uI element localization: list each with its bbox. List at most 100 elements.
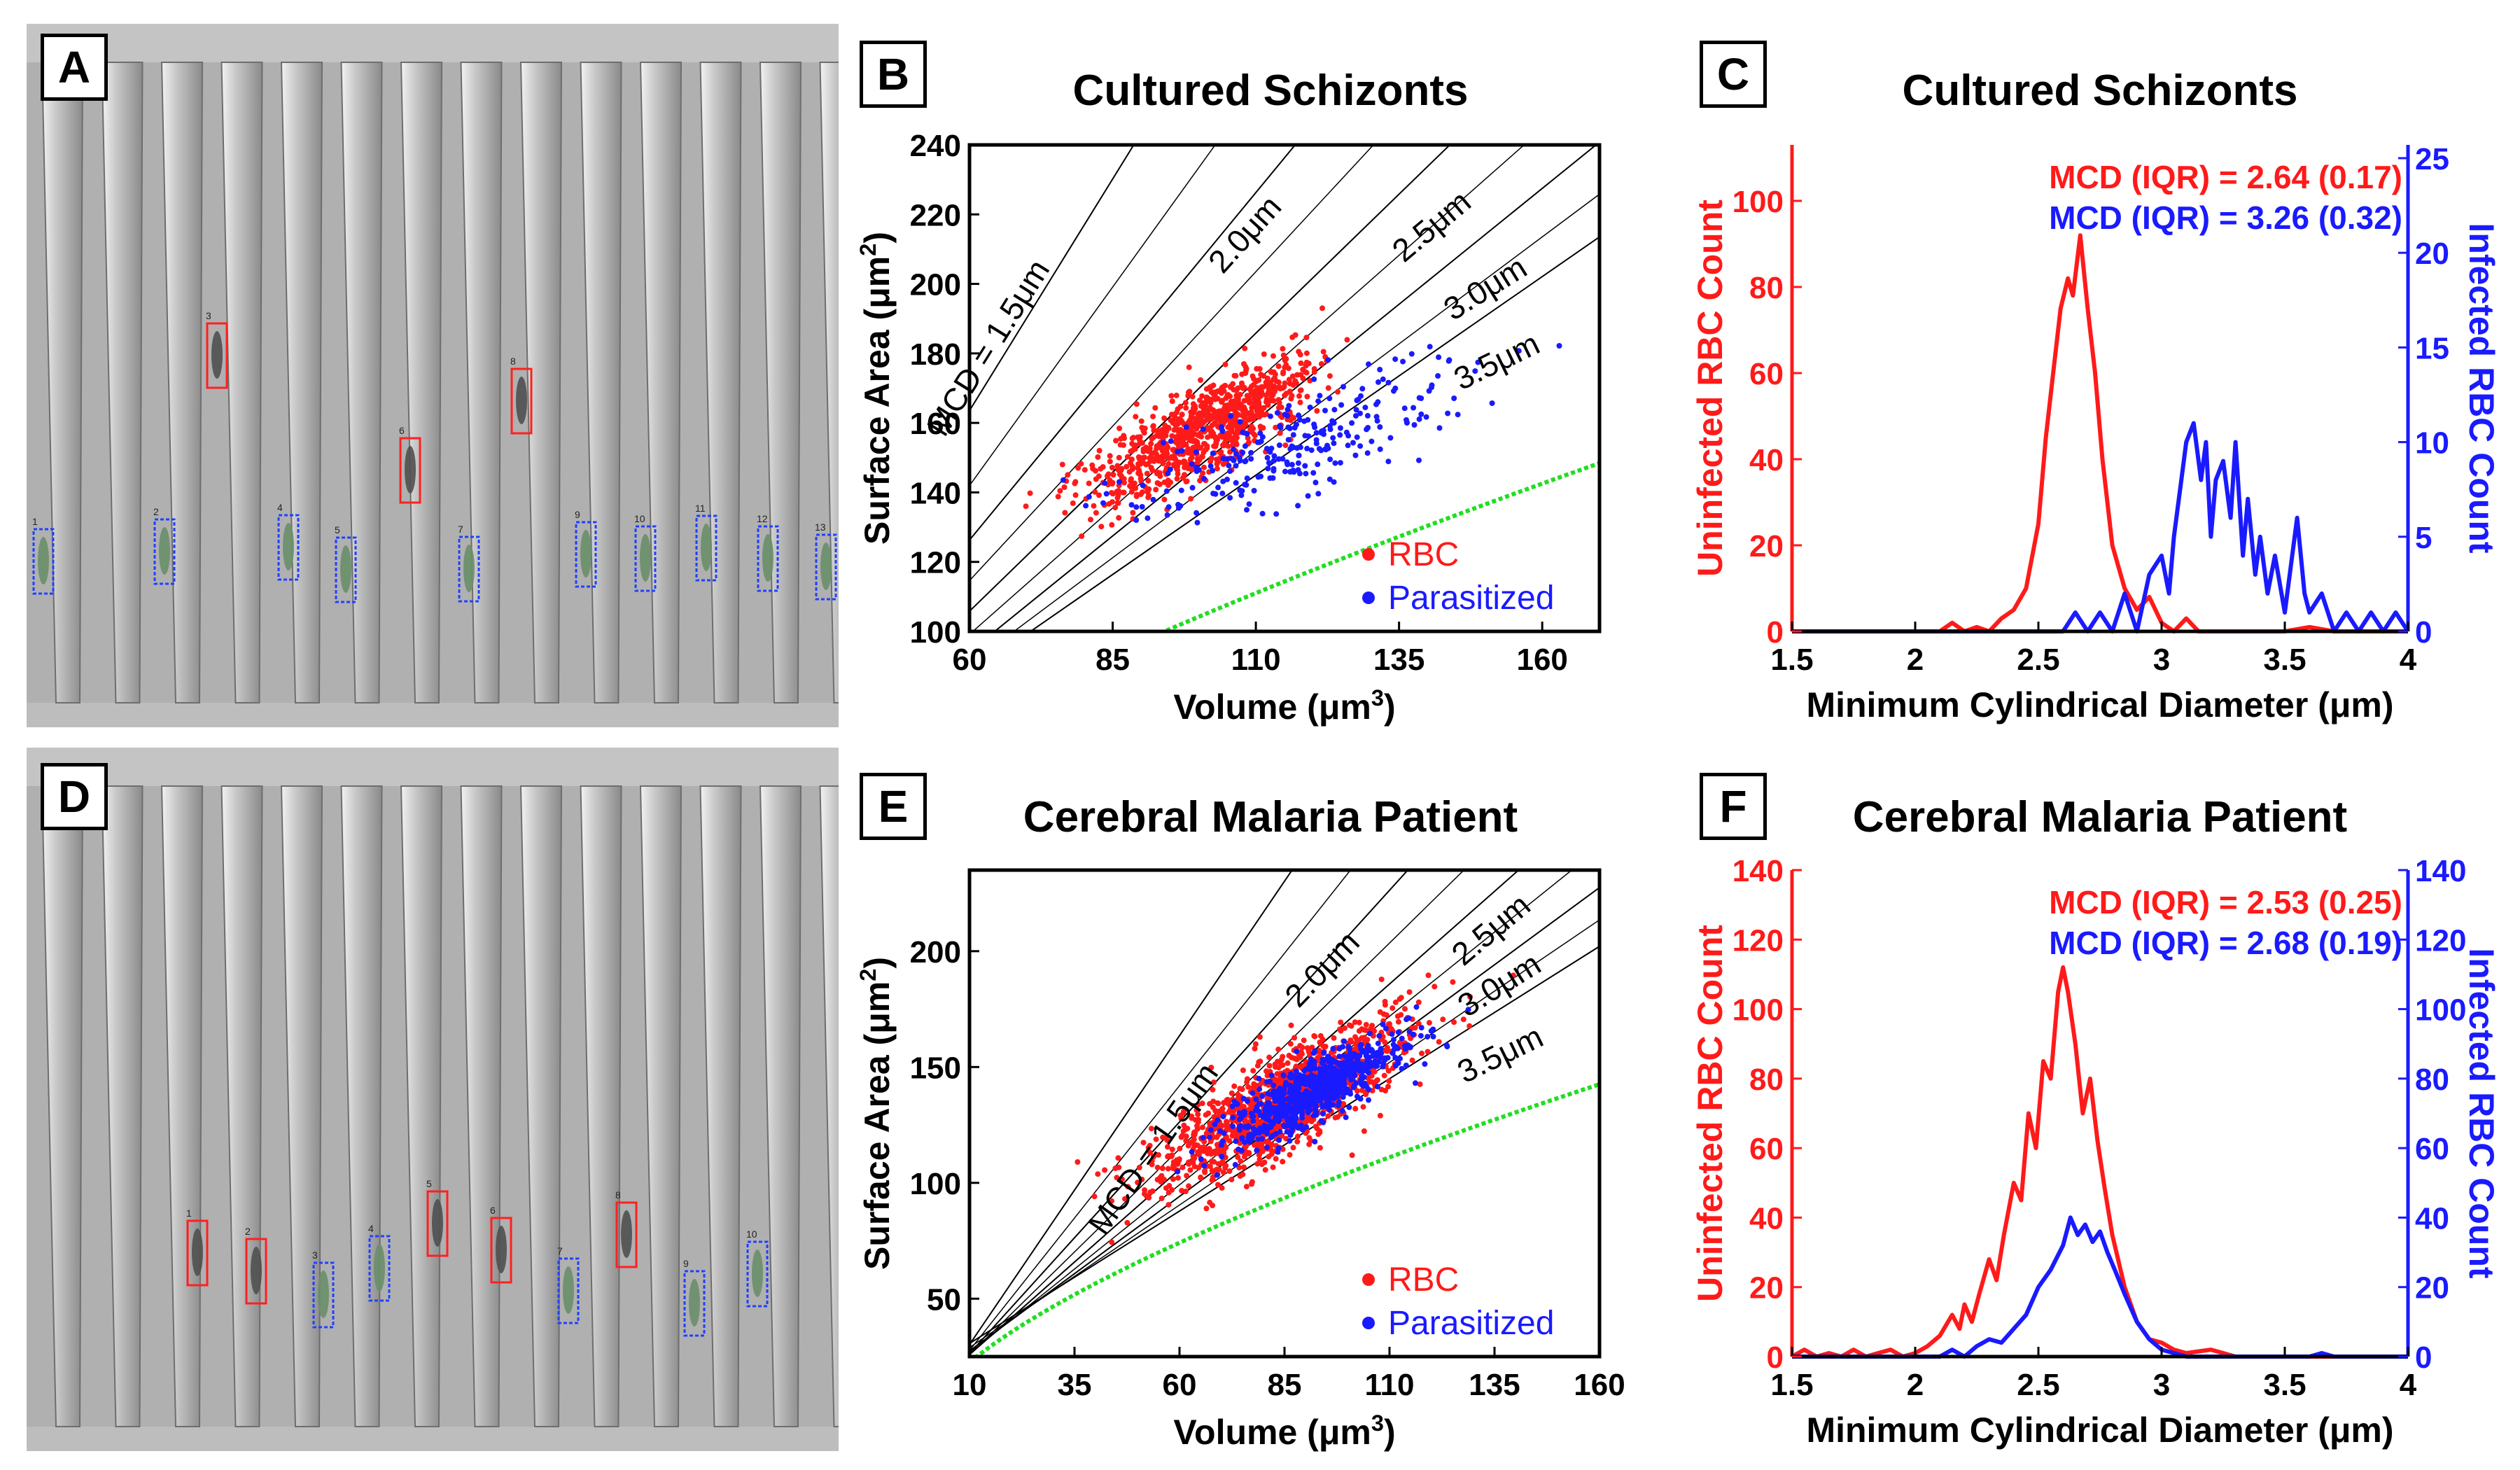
data-point [1237,1173,1243,1179]
channel-post [160,62,204,704]
data-point [1416,395,1422,401]
data-point [1298,1077,1305,1083]
data-point [1385,1021,1392,1028]
cell-body [496,1226,507,1273]
data-point [1306,1047,1312,1054]
cell-body [820,542,832,590]
data-point [1377,424,1383,430]
data-point [1516,348,1522,354]
data-point [1336,1046,1343,1052]
cell-body [463,545,475,592]
data-point [1387,435,1394,441]
data-point [1135,461,1142,467]
data-point [1242,345,1248,351]
data-point [1211,1079,1217,1086]
y-right-tick-label: 0 [2415,1340,2432,1375]
cell-body [516,377,527,424]
data-point [1318,447,1324,454]
data-point [1394,1056,1400,1062]
data-point [1303,369,1308,375]
data-point [1361,1128,1367,1134]
data-point [1330,435,1336,441]
data-point [1207,1199,1213,1205]
channel-post [280,785,323,1427]
data-point [1299,1044,1306,1051]
data-point [1202,1168,1208,1174]
data-point [1256,1143,1262,1149]
data-point [1275,1065,1282,1071]
data-point [1287,1104,1293,1110]
data-point [1206,1134,1212,1140]
data-point [1164,1137,1170,1143]
data-point [1233,372,1239,379]
data-point [1219,1138,1226,1144]
data-point [1242,458,1248,465]
data-point [1293,1063,1299,1070]
data-point [1268,1147,1274,1153]
data-point [1224,456,1231,462]
x-tick-label: 3 [2153,643,2170,677]
y-left-tick-label: 40 [1749,1201,1784,1236]
data-point [1424,1049,1431,1055]
data-point [1147,1149,1154,1156]
data-point [1436,354,1442,360]
data-point [1227,468,1233,475]
data-point [1237,1086,1243,1092]
x-tick-label: 60 [1163,1368,1197,1402]
data-point [1130,510,1136,516]
y-left-axis-label: Uninfected RBC Count [1690,925,1730,1302]
data-point [1220,1169,1226,1175]
data-point [1233,398,1239,403]
data-point [1252,1046,1258,1051]
data-point [1147,455,1153,461]
data-point [1203,1130,1210,1136]
data-point [1233,451,1239,457]
data-point [1168,438,1174,444]
data-point [1445,410,1451,416]
data-point [1224,406,1230,412]
data-point [1264,1079,1270,1085]
data-point [1251,488,1257,493]
x-tick-label: 135 [1373,643,1424,677]
channel-post [340,62,383,704]
data-point [1226,463,1232,469]
data-point [1221,388,1227,394]
data-point [1289,373,1296,379]
data-point [1446,357,1452,363]
data-point [1182,472,1187,478]
data-point [1234,1101,1240,1107]
data-point [1290,432,1296,438]
data-point [1231,446,1237,452]
data-point [1154,451,1160,458]
data-point [1116,479,1122,485]
data-point [1385,1084,1391,1090]
data-point [1169,398,1175,405]
y-right-tick-label: 25 [2415,142,2449,176]
data-point [1191,1142,1198,1149]
cell-box-red [426,1190,449,1257]
data-point [1489,400,1495,406]
data-point [1277,1128,1283,1135]
data-point [1315,461,1321,468]
data-point [1186,1183,1192,1189]
cell-body [318,1270,329,1318]
data-point [1303,470,1309,477]
data-point [1253,1096,1259,1102]
data-point [1403,1063,1409,1068]
data-point [1203,414,1210,420]
data-point [1240,1164,1247,1170]
data-point [1200,1124,1205,1130]
data-point [1095,1171,1101,1177]
data-point [1225,392,1231,398]
data-point [1259,1135,1265,1142]
data-point [1158,1196,1165,1201]
cell-number: 10 [746,1228,757,1240]
data-point [1376,1032,1382,1039]
data-point [1418,1032,1424,1039]
data-point [1147,1189,1154,1196]
data-point [1440,1016,1446,1023]
data-point [1425,972,1432,979]
data-point [1306,1075,1312,1082]
data-point [1413,1080,1418,1086]
